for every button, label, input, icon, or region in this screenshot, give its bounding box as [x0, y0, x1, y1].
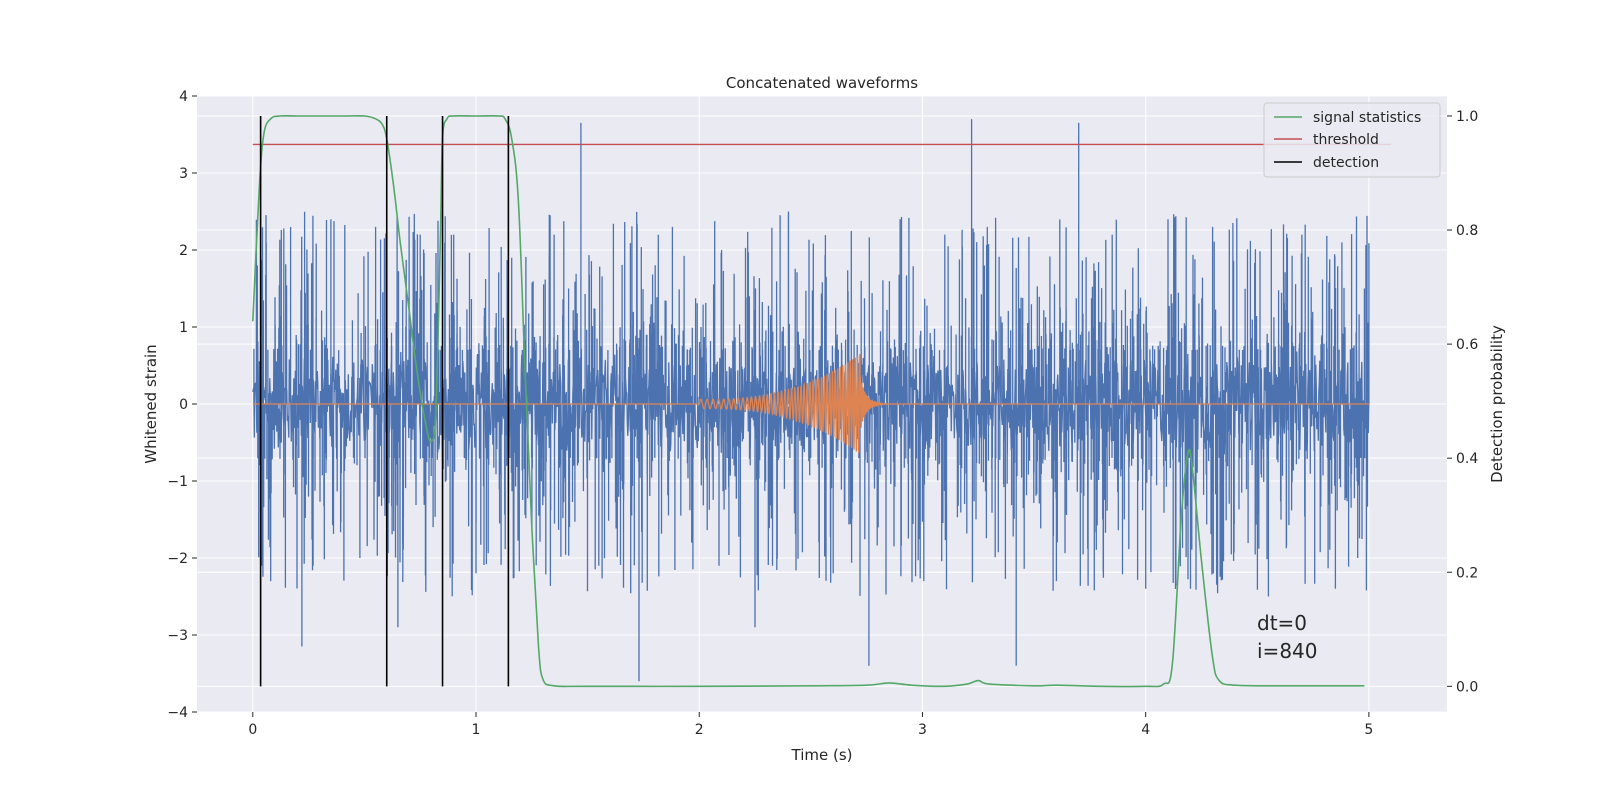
- y-tick-label-2: −2: [167, 551, 188, 567]
- y2-tick-label-4: 0.8: [1456, 223, 1478, 239]
- annotation-dt: dt=0: [1257, 611, 1307, 635]
- axes-layer: 0 1 2 3 4 5 −4 −3 −2 −1 0 1 2 3 4 0.0 0.2 0.4 0.6 0.8 1.0: [167, 89, 1478, 738]
- y2-tick-label-1: 0.2: [1456, 565, 1478, 581]
- y-tick-label-6: 2: [179, 243, 188, 259]
- x-tick-label-3: 3: [918, 722, 927, 738]
- y-tick-label-0: −4: [167, 705, 188, 721]
- x-tick-label-1: 1: [472, 722, 481, 738]
- legend-label-signal: signal statistics: [1313, 110, 1421, 126]
- chirp-waveform-line: [252, 353, 1369, 454]
- x-tick-label-0: 0: [248, 722, 257, 738]
- annotation-i: i=840: [1257, 639, 1318, 663]
- y-tick-label-3: −1: [167, 474, 188, 490]
- legend-box: [1263, 102, 1441, 178]
- legend: signal statistics threshold detection: [1263, 102, 1441, 178]
- y-axis-label: Whitened strain: [142, 344, 160, 463]
- y-tick-label-5: 1: [179, 320, 188, 336]
- legend-label-threshold: threshold: [1313, 132, 1379, 148]
- y-tick-label-7: 3: [179, 166, 188, 182]
- y2-tick-label-5: 1.0: [1456, 109, 1478, 125]
- x-tick-label-5: 5: [1364, 722, 1373, 738]
- y2-axis-label: Detection probability: [1488, 325, 1506, 483]
- x-axis-label: Time (s): [791, 746, 853, 764]
- chart-title: Concatenated waveforms: [726, 74, 918, 92]
- y-tick-label-1: −3: [167, 628, 188, 644]
- y-tick-label-8: 4: [179, 89, 188, 105]
- y2-tick-label-0: 0.0: [1456, 679, 1478, 695]
- x-tick-label-4: 4: [1141, 722, 1150, 738]
- x-tick-label-2: 2: [695, 722, 704, 738]
- y2-tick-label-2: 0.4: [1456, 451, 1478, 467]
- y2-tick-label-3: 0.6: [1456, 337, 1478, 353]
- legend-label-detection: detection: [1313, 155, 1379, 171]
- signal-statistics-line: [252, 114, 1365, 688]
- y-tick-label-4: 0: [179, 397, 188, 413]
- plot-layer: [252, 114, 1392, 688]
